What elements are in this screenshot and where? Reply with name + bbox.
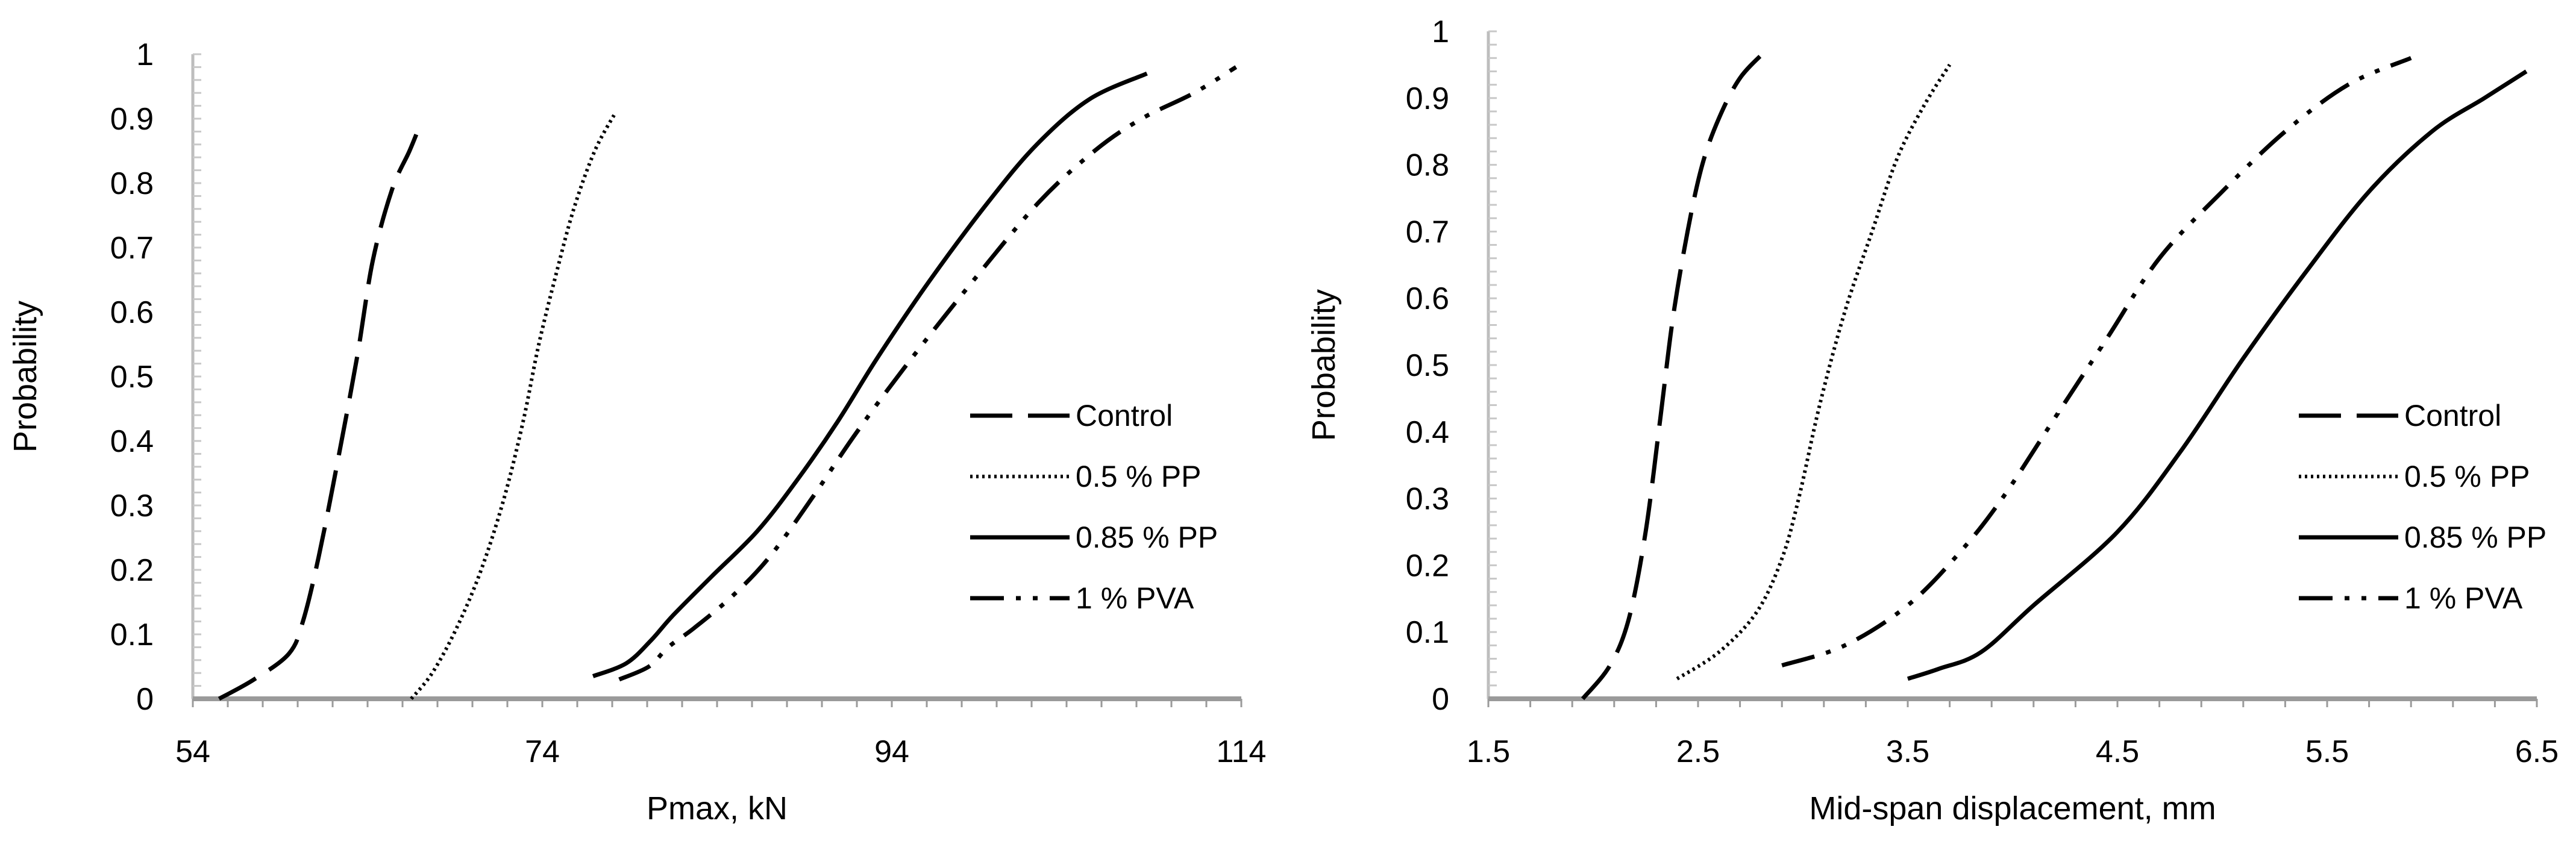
chart-panel-displacement: 0 0.1 0.2 0.3 0.4 0.5 0.6 0.7 0.8 0.9 1 1.5 2.5 3.5 4.… [1306, 14, 2559, 826]
y-tick-label: 0.7 [110, 231, 154, 266]
x-tick-label: 54 [175, 734, 210, 769]
y-tick-label: 0.1 [110, 617, 154, 652]
y-tick-label: 0.2 [110, 553, 154, 588]
series-line-0-85-pp [592, 71, 1148, 678]
y-tick-label: 0.8 [110, 166, 154, 201]
y-tick-label: 0.5 [110, 360, 154, 395]
x-tick-label: 1.5 [1467, 734, 1510, 769]
legend-label: 1 % PVA [1076, 581, 1194, 615]
series-line-0-5-pp [1676, 63, 1952, 681]
x-tick-label: 114 [1217, 734, 1267, 769]
y-tick-label: 0.9 [1406, 81, 1449, 116]
x-axis-title: Pmax, kN [647, 790, 788, 826]
series-line-control [1581, 49, 1767, 701]
legend-label: 0.5 % PP [1076, 460, 1201, 493]
y-axis-title: Probability [7, 301, 43, 452]
series-line-0-85-pp [1907, 69, 2528, 681]
legend-label: 1 % PVA [2404, 581, 2523, 615]
x-tick-label: 4.5 [2096, 734, 2139, 769]
series-line-1-pva [618, 65, 1238, 682]
y-tick-label: 0 [1432, 682, 1449, 717]
x-tick-label: 5.5 [2305, 734, 2349, 769]
legend-label: 0.85 % PP [2404, 520, 2546, 554]
x-tick-label: 2.5 [1676, 734, 1720, 769]
y-tick-label: 0.9 [110, 102, 154, 137]
y-tick-label: 1 [136, 37, 154, 72]
y-tick-label: 0.6 [110, 295, 154, 330]
chart-panel-pmax: 0 0.1 0.2 0.3 0.4 0.5 0.6 0.7 0.8 0.9 1 54 74 94 114 Pm… [7, 37, 1266, 826]
y-tick-label: 0.2 [1406, 548, 1449, 583]
legend-label: 0.85 % PP [1076, 520, 1218, 554]
x-axis-title: Mid-span displacement, mm [1809, 790, 2216, 826]
x-tick-label: 94 [874, 734, 909, 769]
x-tick-label: 74 [525, 734, 560, 769]
series-line-control [218, 124, 422, 701]
y-tick-label: 0.3 [110, 489, 154, 523]
x-tick-label: 6.5 [2515, 734, 2559, 769]
legend-label: Control [1076, 399, 1173, 433]
y-tick-label: 1 [1432, 14, 1449, 49]
y-tick-label: 0.8 [1406, 148, 1449, 183]
legend-label: Control [2404, 399, 2501, 433]
y-tick-label: 0.5 [1406, 348, 1449, 383]
y-tick-label: 0.4 [1406, 415, 1449, 450]
y-tick-label: 0 [136, 682, 154, 717]
y-tick-label: 0.1 [1406, 615, 1449, 650]
y-axis-title: Probability [1306, 289, 1342, 441]
x-tick-label: 3.5 [1886, 734, 1929, 769]
y-tick-label: 0.4 [110, 424, 154, 459]
y-tick-label: 0.7 [1406, 214, 1449, 249]
y-tick-label: 0.6 [1406, 281, 1449, 316]
series-line-0-5-pp [410, 111, 618, 700]
legend-label: 0.5 % PP [2404, 460, 2530, 493]
y-tick-label: 0.3 [1406, 482, 1449, 517]
